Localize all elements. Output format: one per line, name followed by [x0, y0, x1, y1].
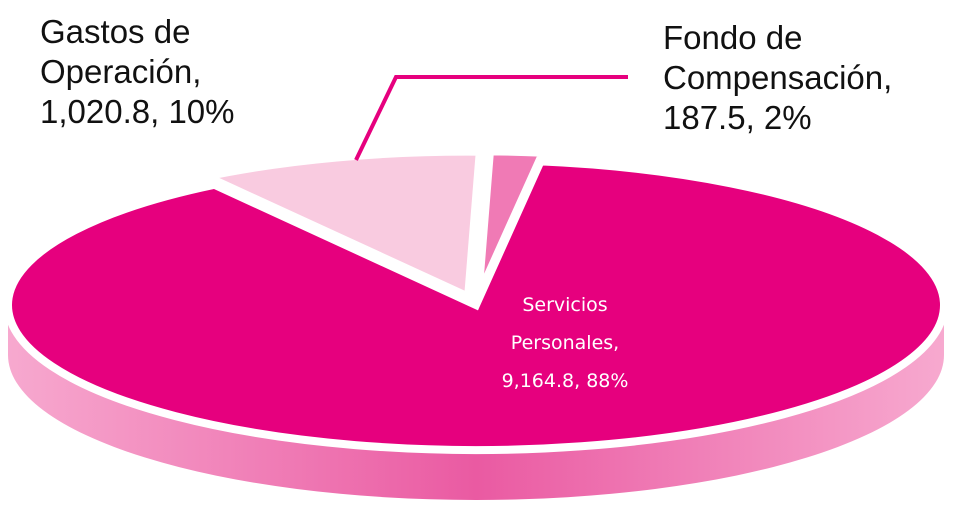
slice-label: Servicios Personales, 9,164.8, 88% [465, 286, 665, 400]
percentage-label: 88% [586, 370, 629, 392]
leader-line [354, 75, 628, 161]
pie-slice [193, 147, 485, 303]
category-label: Servicios Personales, [510, 294, 620, 354]
pie-slice [4, 157, 948, 454]
pie-side [8, 305, 944, 500]
percentage-label: 2% [763, 99, 812, 136]
value-label: 187.5, [663, 99, 755, 136]
category-label: Gastos de Operación, [40, 13, 202, 90]
slice-label: Gastos de Operación, 1,020.8, 10% [40, 12, 300, 132]
slice-label: Fondo de Compensación, 187.5, 2% [663, 18, 903, 138]
value-label: 1,020.8, [40, 93, 160, 130]
category-label: Fondo de Compensación, [663, 19, 893, 96]
value-label: 9,164.8, [501, 370, 581, 392]
percentage-label: 10% [168, 93, 235, 130]
